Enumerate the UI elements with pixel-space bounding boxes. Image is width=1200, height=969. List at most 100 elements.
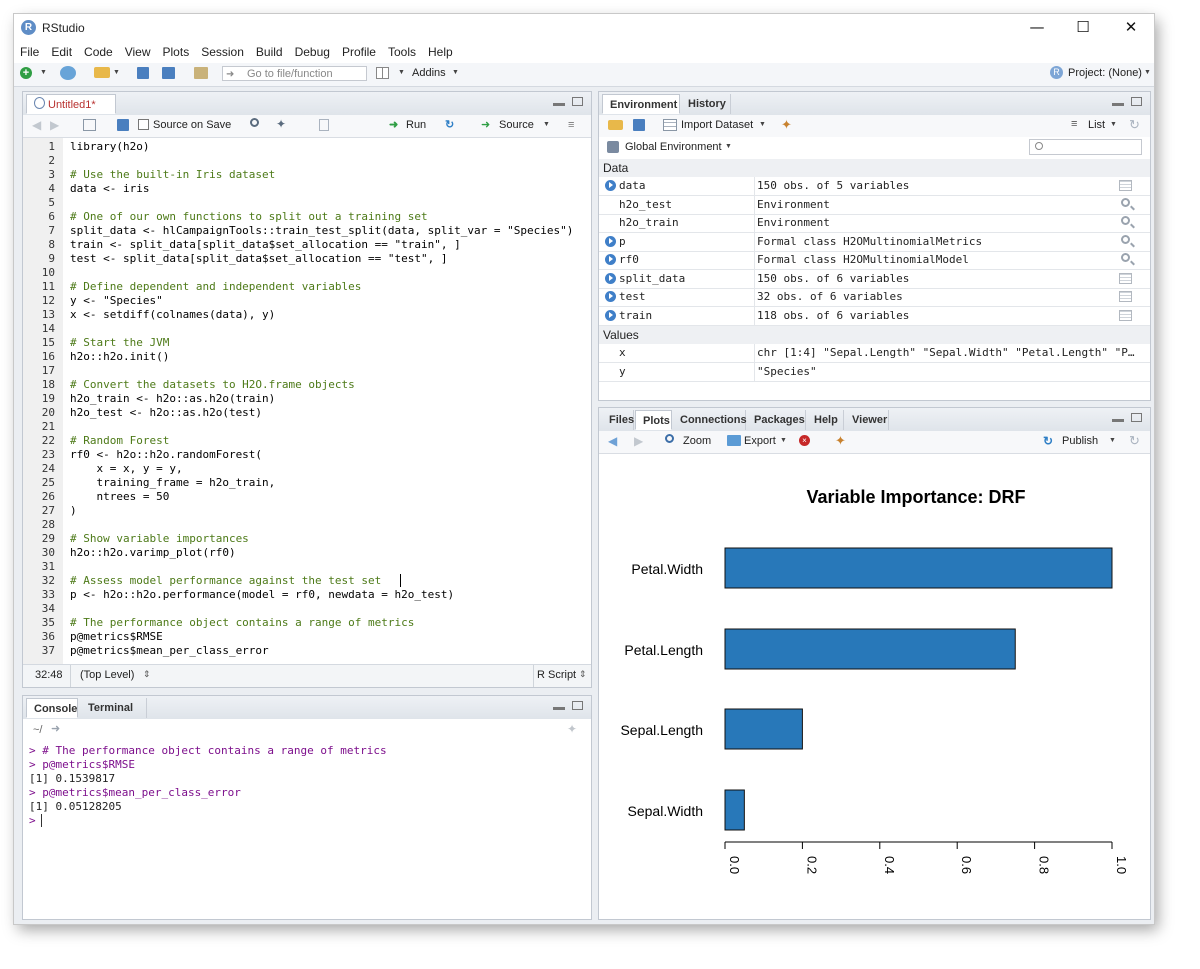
go-to-directory-icon[interactable]: ➜ [51, 723, 61, 735]
addins-menu[interactable]: Addins [412, 67, 446, 79]
env-row[interactable]: h2o_test Environment [599, 195, 1150, 215]
chevron-down-icon[interactable]: ▼ [759, 121, 766, 128]
back-arrow-icon[interactable]: ◀ [32, 118, 42, 132]
outline-icon[interactable]: ≡ [568, 119, 575, 131]
maximize-button[interactable]: ☐ [1076, 18, 1090, 36]
tab-history[interactable]: History [681, 94, 731, 114]
console-output[interactable]: > # The performance object contains a ra… [23, 742, 591, 919]
menu-item-code[interactable]: Code [84, 45, 113, 59]
forward-arrow-icon[interactable]: ▶ [50, 118, 60, 132]
chevron-down-icon[interactable]: ▼ [1144, 69, 1151, 76]
publish-button[interactable]: Publish [1062, 435, 1099, 447]
save-icon[interactable] [117, 119, 129, 131]
expand-icon[interactable] [605, 291, 616, 302]
menu-item-profile[interactable]: Profile [341, 45, 376, 59]
env-row[interactable]: p Formal class H2OMultinomialMetrics [599, 232, 1150, 252]
expand-icon[interactable] [605, 180, 616, 191]
tab-terminal[interactable]: Terminal × [81, 698, 147, 734]
print-icon[interactable] [194, 67, 208, 79]
tab-plots[interactable]: Plots [635, 410, 672, 430]
chevron-down-icon[interactable]: ▼ [452, 69, 459, 76]
view-data-icon[interactable] [1119, 291, 1132, 302]
tab-untitled1[interactable]: Untitled1* × [26, 94, 116, 131]
source-button[interactable]: Source [499, 119, 534, 131]
view-data-icon[interactable] [1119, 180, 1132, 191]
clear-console-icon[interactable]: ✦ [567, 722, 578, 736]
new-file-icon[interactable]: + [20, 67, 32, 79]
menu-item-session[interactable]: Session [201, 45, 244, 59]
run-button[interactable]: Run [406, 119, 427, 131]
source-on-save-checkbox[interactable] [138, 119, 149, 130]
magic-wand-icon[interactable]: ✦ [276, 117, 287, 131]
tab-viewer[interactable]: Viewer [845, 410, 889, 430]
chevron-down-icon[interactable]: ▼ [1110, 121, 1117, 128]
minimize-pane-icon[interactable] [553, 103, 565, 106]
env-row[interactable]: y "Species" [599, 362, 1150, 382]
zoom-button[interactable]: Zoom [683, 435, 712, 447]
close-button[interactable]: ✕ [1124, 18, 1138, 36]
chevron-down-icon[interactable]: ▼ [780, 437, 787, 444]
view-object-icon[interactable] [1121, 197, 1130, 207]
view-object-icon[interactable] [1121, 216, 1130, 225]
menu-item-debug[interactable]: Debug [294, 45, 330, 59]
tab-files[interactable]: Files [602, 410, 634, 430]
rerun-icon[interactable]: ↻ [445, 119, 455, 131]
code-editor[interactable]: 1 2 3 4 5 6 7 8 9 10 11 12 13 14 15 16 17 18 19 20 21 22 23 24 2… [23, 138, 591, 664]
expand-icon[interactable] [605, 272, 616, 284]
expand-icon[interactable] [605, 254, 616, 265]
env-row[interactable]: x chr [1:4] "Sepal.Length" "Sepal.Width" … [599, 344, 1150, 363]
chevron-down-icon[interactable]: ▼ [1109, 437, 1116, 444]
expand-icon[interactable] [605, 235, 616, 247]
minimize-button[interactable]: — [1029, 18, 1045, 36]
project-menu[interactable]: Project: (None) [1068, 67, 1142, 79]
show-in-window-icon[interactable] [83, 119, 96, 131]
menu-item-file[interactable]: File [20, 45, 40, 59]
tab-environment[interactable]: Environment [602, 94, 680, 114]
chevron-down-icon[interactable]: ▼ [40, 69, 47, 76]
maximize-pane-icon[interactable] [572, 701, 583, 710]
refresh-icon[interactable]: ↻ [1129, 433, 1140, 448]
back-arrow-icon[interactable]: ◀ [608, 434, 618, 448]
minimize-pane-icon[interactable] [1112, 419, 1124, 422]
broom-icon[interactable]: ✦ [781, 117, 792, 132]
tab-packages[interactable]: Packages [747, 410, 806, 430]
export-button[interactable]: Export [744, 435, 776, 447]
env-row[interactable]: split_data 150 obs. of 6 variables [599, 269, 1150, 289]
minimize-pane-icon[interactable] [553, 707, 565, 710]
view-data-icon[interactable] [1119, 309, 1132, 321]
environment-scope-select[interactable]: Global Environment [625, 141, 722, 153]
menu-item-build[interactable]: Build [255, 45, 283, 59]
menu-item-help[interactable]: Help [428, 45, 453, 59]
import-dataset-button[interactable]: Import Dataset [681, 119, 754, 131]
view-mode-select[interactable]: List [1088, 119, 1106, 131]
chevron-down-icon[interactable]: ▼ [725, 143, 732, 150]
expand-icon[interactable] [605, 309, 616, 321]
env-row[interactable]: data 150 obs. of 5 variables [599, 177, 1150, 196]
forward-arrow-icon[interactable]: ▶ [634, 434, 644, 448]
tab-connections[interactable]: Connections [673, 410, 747, 430]
env-row[interactable]: test 32 obs. of 6 variables [599, 288, 1150, 307]
open-folder-icon[interactable] [94, 67, 110, 78]
pane-layout-icon[interactable] [376, 67, 389, 79]
new-project-icon[interactable] [60, 66, 76, 80]
maximize-pane-icon[interactable] [1131, 413, 1142, 422]
menu-item-plots[interactable]: Plots [162, 45, 190, 59]
menu-item-tools[interactable]: Tools [387, 45, 416, 59]
env-row[interactable]: h2o_train Environment [599, 214, 1150, 233]
view-object-icon[interactable] [1121, 234, 1130, 244]
chevron-down-icon[interactable]: ▼ [398, 69, 405, 76]
goto-file-input[interactable]: Go to file/function [222, 66, 367, 81]
file-type-selector[interactable]: R Script [537, 669, 577, 681]
view-object-icon[interactable] [1121, 253, 1130, 262]
refresh-icon[interactable]: ↻ [1129, 117, 1140, 132]
env-row[interactable]: train 118 obs. of 6 variables [599, 306, 1150, 326]
env-row[interactable]: rf0 Formal class H2OMultinomialModel [599, 251, 1150, 270]
save-icon[interactable] [137, 67, 149, 79]
compile-report-icon[interactable] [319, 119, 329, 131]
chevron-down-icon[interactable]: ▼ [543, 121, 550, 128]
save-all-icon[interactable] [162, 67, 175, 79]
save-icon[interactable] [633, 119, 645, 131]
remove-plot-icon[interactable]: × [799, 435, 810, 446]
tab-help[interactable]: Help [807, 410, 844, 430]
load-workspace-icon[interactable] [608, 120, 623, 130]
